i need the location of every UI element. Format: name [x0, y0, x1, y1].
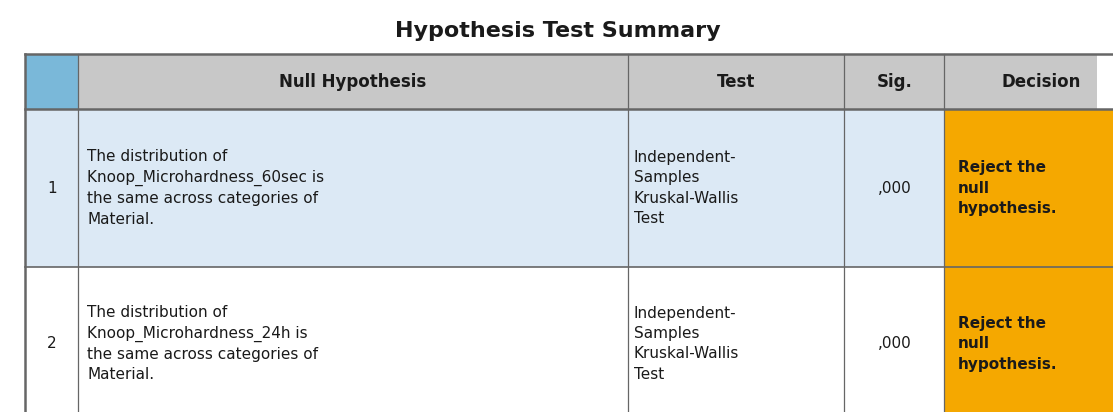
Bar [25, 54, 1097, 109]
Text: ,000: ,000 [877, 336, 912, 351]
Text: Decision: Decision [1002, 73, 1081, 90]
Text: Sig.: Sig. [876, 73, 913, 90]
Bar [25, 109, 944, 267]
Text: 1: 1 [47, 181, 57, 195]
Text: Hypothesis Test Summary: Hypothesis Test Summary [395, 21, 721, 41]
Bar [25, 54, 78, 109]
Text: Reject the
null
hypothesis.: Reject the null hypothesis. [958, 160, 1057, 216]
Bar [25, 267, 944, 415]
Text: Reject the
null
hypothesis.: Reject the null hypothesis. [958, 316, 1057, 371]
Text: The distribution of
Knoop_Microhardness_24h is
the same across categories of
Mat: The distribution of Knoop_Microhardness_… [87, 305, 318, 382]
Text: Independent-
Samples
Kruskal-Wallis
Test: Independent- Samples Kruskal-Wallis Test [634, 305, 739, 382]
Bar [944, 267, 1116, 415]
Text: ,000: ,000 [877, 181, 912, 195]
Text: The distribution of
Knoop_Microhardness_60sec is
the same across categories of
M: The distribution of Knoop_Microhardness_… [87, 149, 325, 227]
Text: Independent-
Samples
Kruskal-Wallis
Test: Independent- Samples Kruskal-Wallis Test [634, 150, 739, 226]
Text: Test: Test [718, 73, 756, 90]
Text: Null Hypothesis: Null Hypothesis [279, 73, 426, 90]
Bar [944, 109, 1116, 267]
Text: 2: 2 [47, 336, 57, 351]
